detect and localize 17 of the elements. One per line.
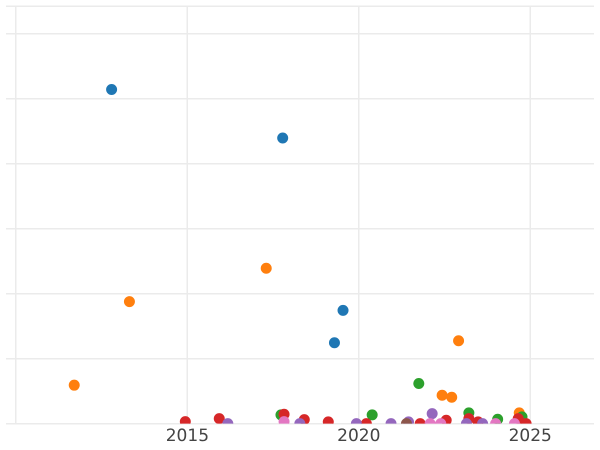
point xyxy=(124,296,135,308)
point xyxy=(106,84,118,96)
x-tick-label: 2020 xyxy=(337,426,380,446)
x-tick-label: 2025 xyxy=(508,426,552,446)
x-tick-label: 2015 xyxy=(166,426,210,446)
point xyxy=(446,392,458,403)
point xyxy=(436,390,448,401)
point xyxy=(214,413,225,424)
point xyxy=(338,304,349,316)
point xyxy=(68,380,80,391)
point xyxy=(260,262,272,274)
point xyxy=(277,132,288,144)
point xyxy=(426,408,438,420)
point xyxy=(413,378,424,390)
point xyxy=(328,337,340,348)
point xyxy=(453,335,464,346)
point xyxy=(366,409,378,420)
